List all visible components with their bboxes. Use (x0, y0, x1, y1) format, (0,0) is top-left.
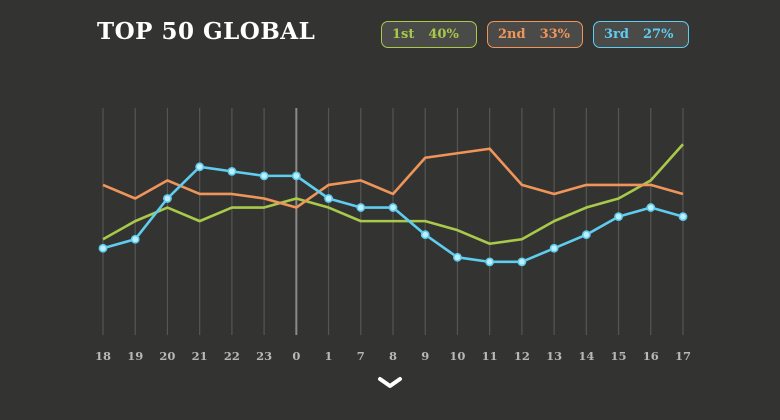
data-point (130, 234, 140, 244)
x-tick-label: 13 (546, 349, 562, 363)
series-line-2nd (102, 147, 684, 209)
x-tick-label: 15 (611, 349, 627, 363)
data-point (324, 194, 333, 203)
x-tick-label: 22 (224, 349, 240, 363)
x-tick-label: 8 (389, 349, 397, 363)
data-point (453, 252, 462, 262)
legend-rank: 2nd (498, 27, 526, 42)
x-tick-label: 23 (256, 349, 272, 363)
x-tick-label: 21 (192, 349, 208, 363)
x-tick-label: 12 (514, 349, 530, 363)
data-point (485, 257, 495, 267)
data-point (388, 203, 398, 212)
data-point (549, 243, 559, 253)
x-tick-label: 17 (675, 349, 691, 363)
legend-badge-3rd[interactable]: 3rd 27% (593, 21, 689, 48)
series-line-1st (102, 143, 684, 246)
data-point (98, 243, 108, 253)
legend-badge-1st[interactable]: 1st 40% (381, 21, 477, 48)
legend-share: 27% (642, 27, 674, 42)
legend-share: 33% (539, 27, 571, 42)
data-point (291, 171, 301, 181)
data-point (420, 230, 430, 240)
legend-badge-2nd[interactable]: 2nd 33% (487, 21, 583, 48)
data-point (517, 257, 527, 267)
x-tick-label: 7 (357, 349, 365, 363)
data-point (646, 203, 656, 212)
x-tick-label: 16 (643, 349, 659, 363)
data-point (678, 212, 688, 221)
data-point (356, 203, 366, 212)
x-tick-label: 1 (325, 349, 333, 363)
chart-title: TOP 50 GLOBAL (97, 18, 316, 45)
legend-share: 40% (428, 27, 459, 42)
data-point (227, 166, 237, 176)
x-tick-label: 18 (95, 349, 111, 363)
data-point (581, 230, 591, 240)
x-tick-label: 14 (578, 349, 594, 363)
x-tick-label: 10 (449, 349, 465, 363)
x-tick-label: 20 (159, 349, 175, 363)
x-tick-label: 19 (127, 349, 143, 363)
legend-rank: 1st (392, 27, 415, 42)
x-tick-label: 11 (482, 349, 498, 363)
data-point (259, 171, 269, 181)
chevron-down-icon[interactable] (377, 376, 403, 390)
legend-rank: 3rd (604, 27, 629, 42)
data-point (195, 162, 205, 172)
x-tick-label: 0 (292, 349, 300, 363)
data-point (163, 194, 172, 203)
data-point (614, 212, 623, 221)
x-tick-label: 9 (421, 349, 429, 363)
